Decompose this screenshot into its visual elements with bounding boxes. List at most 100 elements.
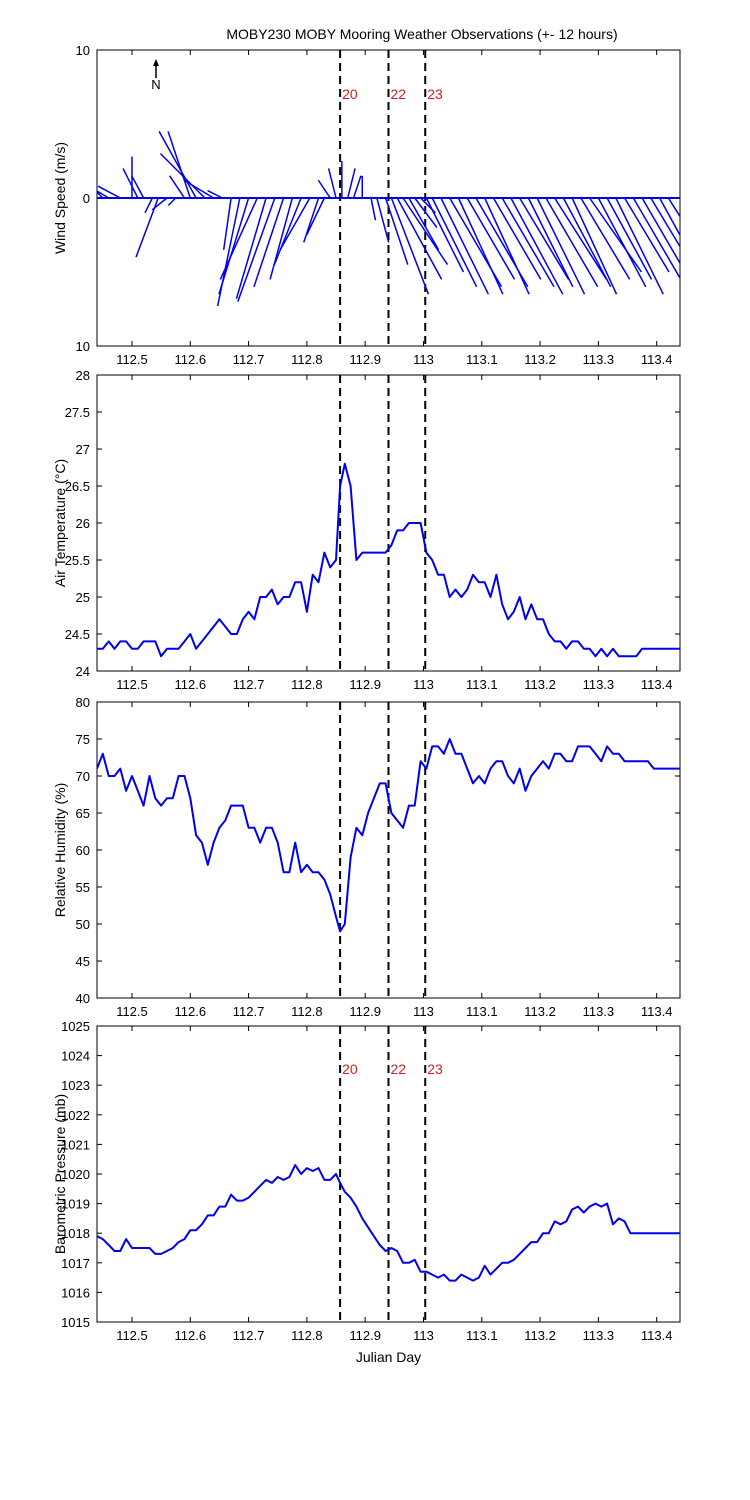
x-tick-label: 112.5 (116, 1328, 148, 1343)
wind-vector (376, 197, 390, 243)
y-tick-label: 1015 (61, 1315, 90, 1330)
wind-vector (222, 197, 232, 250)
x-tick-label: 112.5 (116, 352, 148, 367)
wind-vector (562, 197, 612, 288)
x-tick-label: 113.3 (583, 352, 615, 367)
x-tick-label: 113.1 (466, 352, 498, 367)
panel-3: 112.5 112.6 112.7 112.8 112.9 113 113.1 113.2 11… (52, 695, 681, 1019)
y-tick-label: 50 (76, 917, 90, 932)
wind-vector (402, 197, 449, 266)
wind-vector (207, 189, 223, 199)
wind-vector (151, 197, 168, 211)
x-tick-label: 113.3 (583, 1328, 615, 1343)
y-tick-label: 24 (76, 664, 90, 679)
y-tick-label: 25 (76, 590, 90, 605)
wind-vector (370, 197, 377, 221)
y-tick-label: 45 (76, 954, 90, 969)
event-marker-label: 23 (427, 86, 443, 102)
x-tick-label: 113.1 (466, 1328, 498, 1343)
wind-vector (580, 197, 631, 280)
wind-vector (658, 197, 680, 237)
x-tick-label: 112.9 (349, 1004, 381, 1019)
event-marker-label: 20 (342, 1061, 358, 1077)
x-tick-label: 112.5 (116, 677, 148, 692)
wind-vector (253, 197, 285, 288)
wind-vector (632, 197, 680, 280)
x-tick-label: 113 (413, 677, 434, 692)
y-tick-label: 1023 (61, 1078, 90, 1093)
y-tick-label: 65 (76, 806, 90, 821)
panel-2: 112.5 112.6 112.7 112.8 112.9 113 113.1 113.2 11… (52, 368, 681, 692)
wind-vector (606, 197, 653, 280)
wind-vector (183, 179, 214, 199)
chart-panels: 112.5 112.6 112.7 112.8 112.9 113 113.1 113.2 11… (52, 43, 681, 1365)
wind-vector (408, 197, 440, 251)
x-tick-label: 112.7 (233, 1004, 265, 1019)
plot-area (97, 462, 680, 658)
y-axis-label: Barometric Pressure (mb) (52, 1094, 68, 1254)
y-tick-label: 1022 (61, 1108, 90, 1123)
wind-vector (615, 197, 664, 295)
wind-vector (623, 197, 670, 273)
figure-title: MOBY230 MOBY Mooring Weather Observation… (226, 26, 617, 42)
wind-vector (327, 168, 337, 199)
panel-4: 112.5 112.6 112.7 112.8 112.9 113 113.1 113.2 11… (52, 1019, 681, 1365)
x-tick-label: 113.1 (466, 1004, 498, 1019)
x-axis-label: Julian Day (356, 1349, 421, 1365)
x-tick-label: 113.1 (466, 677, 498, 692)
x-tick-label: 113.4 (641, 352, 673, 367)
wind-vector (545, 197, 599, 288)
x-tick-label: 112.8 (291, 1004, 323, 1019)
north-label: N (151, 77, 160, 92)
x-tick-label: 112.6 (174, 1004, 206, 1019)
x-tick-label: 113.3 (583, 1004, 615, 1019)
wind-vector (492, 197, 542, 280)
wind-vector (167, 131, 191, 199)
wind-vector (159, 153, 206, 199)
x-tick-label: 113 (413, 1004, 434, 1019)
x-tick-label: 113 (413, 1328, 434, 1343)
x-tick-label: 112.9 (349, 677, 381, 692)
y-tick-label: 1020 (61, 1167, 90, 1182)
wind-vector (425, 197, 465, 273)
wind-vector (305, 197, 326, 236)
wind-vector (144, 197, 154, 214)
wind-vector (396, 197, 443, 280)
wind-vector (589, 197, 643, 273)
x-tick-label: 113.2 (524, 1328, 556, 1343)
wind-vector (667, 197, 680, 218)
x-tick-label: 112.9 (349, 352, 381, 367)
wind-vector (536, 197, 586, 295)
wind-vector (510, 197, 564, 295)
y-tick-label: 40 (76, 991, 90, 1006)
plot-area (97, 131, 680, 307)
panel-1: 112.5 112.6 112.7 112.8 112.9 113 113.1 113.2 11… (52, 43, 681, 367)
wind-vector (158, 131, 197, 199)
y-tick-label: 1017 (61, 1256, 90, 1271)
y-tick-label: 25.5 (65, 553, 90, 568)
wind-vector (219, 197, 259, 280)
wind-vector (414, 197, 438, 229)
x-tick-label: 112.5 (116, 1004, 148, 1019)
x-tick-label: 113.4 (641, 1328, 673, 1343)
wind-vector (97, 190, 110, 199)
x-tick-label: 112.6 (174, 1328, 206, 1343)
series-line (97, 738, 680, 933)
wind-vector (527, 197, 574, 288)
wind-vector (384, 197, 409, 265)
wind-vector (273, 197, 302, 265)
wind-vector (519, 197, 570, 280)
x-tick-label: 112.6 (174, 352, 206, 367)
y-tick-label: 24.5 (65, 627, 90, 642)
event-marker-label: 20 (342, 86, 358, 102)
wind-vector (457, 197, 504, 295)
series-line (97, 1164, 680, 1282)
wind-vector (390, 197, 430, 295)
wind-vector (237, 197, 276, 302)
wind-vector (554, 197, 608, 280)
wind-vector (279, 197, 311, 251)
y-tick-label: 10 (76, 339, 90, 354)
wind-vector (346, 168, 356, 199)
